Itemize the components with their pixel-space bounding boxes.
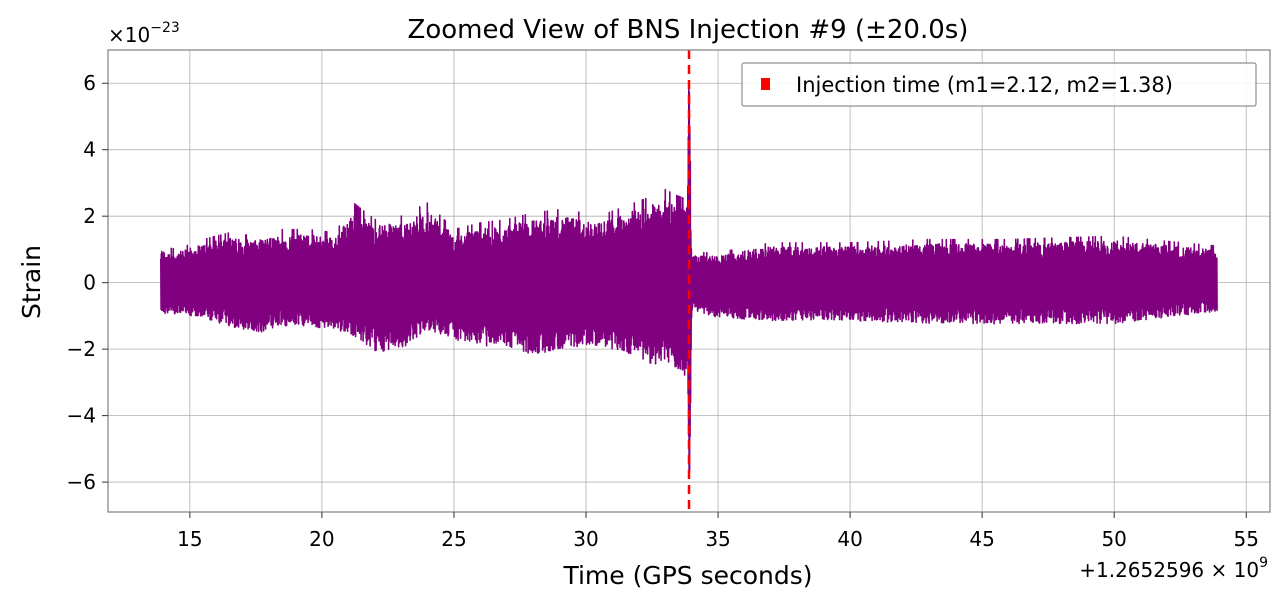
axes-frame — [107, 49, 1271, 513]
x-offset-label: +1.2652596 × 109 — [1079, 555, 1268, 582]
y-tick-label: 6 — [83, 71, 96, 95]
y-tick-label: 0 — [83, 271, 96, 295]
x-tick-label: 30 — [573, 527, 598, 551]
chart-title: Zoomed View of BNS Injection #9 (±20.0s) — [408, 15, 969, 45]
y-scale-exponent: −23 — [150, 20, 180, 36]
x-tick-label: 55 — [1234, 527, 1259, 551]
x-offset-base: +1.2652596 × 10 — [1079, 558, 1259, 582]
y-tick-label: 4 — [83, 138, 96, 162]
y-tick-label: 2 — [83, 204, 96, 228]
x-tick-label: 15 — [177, 527, 202, 551]
y-axis-label: Strain — [17, 245, 46, 319]
x-tick-label: 40 — [837, 527, 862, 551]
y-tick-label: −4 — [67, 404, 96, 428]
y-scale-base: ×10 — [108, 23, 150, 47]
x-tick-label: 50 — [1101, 527, 1126, 551]
x-tick-label: 45 — [969, 527, 994, 551]
x-tick-label: 20 — [309, 527, 334, 551]
axis-ticks: 15 20 25 30 35 40 45 50 55 −6 −4 −2 0 2 4 6 — [67, 71, 1259, 551]
legend-frame — [741, 62, 1257, 107]
legend-label: Injection time (m1=2.12, m2=1.38) — [796, 73, 1173, 97]
y-tick-label: −2 — [67, 337, 96, 361]
y-scale-label: ×10−23 — [108, 20, 180, 47]
y-tick-label: −6 — [67, 470, 96, 494]
x-axis-label: Time (GPS seconds) — [562, 561, 812, 590]
legend-marker — [761, 78, 770, 90]
x-tick-label: 35 — [705, 527, 730, 551]
x-offset-exponent: 9 — [1259, 555, 1268, 571]
x-tick-label: 25 — [441, 527, 466, 551]
legend: Injection time (m1=2.12, m2=1.38) — [741, 62, 1257, 107]
